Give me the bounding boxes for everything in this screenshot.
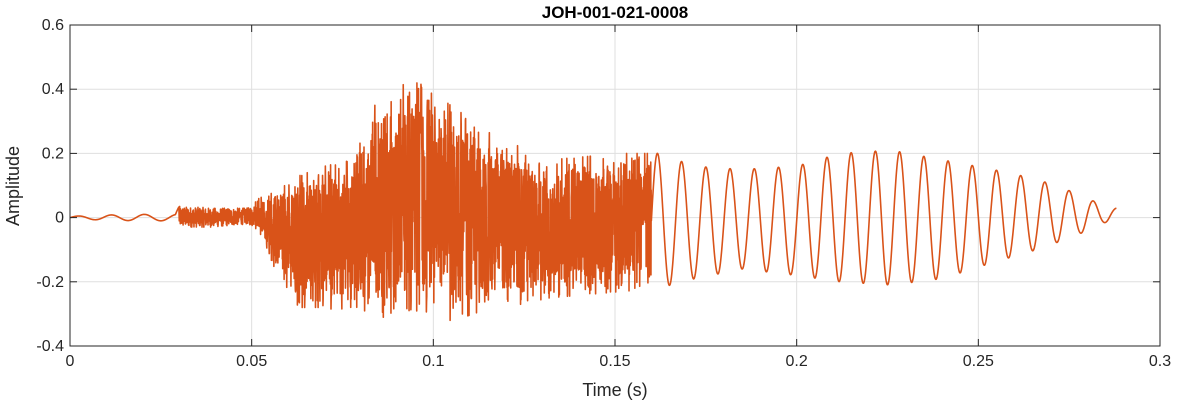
chart-title: JOH-001-021-0008 bbox=[542, 3, 688, 22]
y-axis-ticks: -0.4 -0.2 0 0.2 0.4 0.6 bbox=[36, 17, 1160, 355]
y-tick-label: 0 bbox=[55, 210, 64, 227]
y-axis-label: Amplitude bbox=[3, 146, 23, 226]
x-tick-label: 0 bbox=[66, 353, 75, 370]
y-tick-label: 0.6 bbox=[42, 17, 64, 34]
x-tick-label: 0.1 bbox=[422, 353, 444, 370]
x-tick-label: 0.05 bbox=[236, 353, 267, 370]
x-axis-label: Time (s) bbox=[582, 380, 647, 400]
x-tick-label: 0.15 bbox=[599, 353, 630, 370]
x-axis-ticks: 0 0.05 0.1 0.15 0.2 0.25 0.3 bbox=[66, 25, 1171, 370]
y-tick-label: -0.2 bbox=[36, 274, 64, 291]
x-tick-label: 0.25 bbox=[963, 353, 994, 370]
y-tick-label: 0.4 bbox=[42, 81, 64, 98]
y-tick-label: 0.2 bbox=[42, 145, 64, 162]
x-tick-label: 0.3 bbox=[1149, 353, 1171, 370]
y-tick-label: -0.4 bbox=[36, 338, 64, 355]
amplitude-series-line bbox=[69, 82, 1117, 322]
x-tick-label: 0.2 bbox=[786, 353, 808, 370]
